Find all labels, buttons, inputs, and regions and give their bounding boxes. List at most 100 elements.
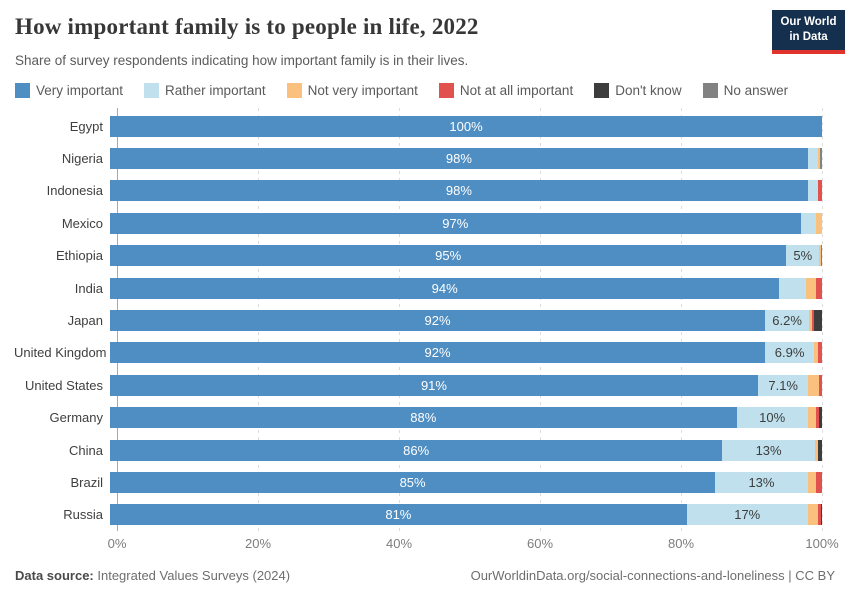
legend-label: Not at all important bbox=[459, 83, 574, 98]
bar-track: 100% bbox=[110, 115, 822, 137]
legend-item[interactable]: Rather important bbox=[144, 83, 266, 98]
country-label: China bbox=[69, 442, 103, 458]
x-tick-label: 0% bbox=[107, 536, 127, 552]
bar-segment[interactable]: 13% bbox=[715, 471, 808, 493]
bar-segment[interactable]: 98% bbox=[110, 148, 808, 170]
legend-item[interactable]: Not very important bbox=[286, 83, 418, 98]
bar-segment[interactable] bbox=[818, 342, 822, 364]
bar-value-label: 81% bbox=[385, 507, 412, 523]
bar-segment[interactable] bbox=[808, 374, 820, 396]
data-source-value: Integrated Values Surveys (2024) bbox=[93, 568, 291, 583]
bar-segment[interactable] bbox=[807, 180, 818, 202]
bar-segment[interactable]: 88% bbox=[110, 407, 737, 429]
bar-segment[interactable] bbox=[816, 277, 822, 299]
bar-value-label-secondary: 6.2% bbox=[772, 313, 802, 329]
bar-segment[interactable] bbox=[814, 310, 822, 332]
page-title: How important family is to people in lif… bbox=[15, 14, 479, 39]
x-tick-label: 80% bbox=[667, 536, 695, 552]
bar-segment[interactable]: 81% bbox=[110, 504, 687, 526]
bar-value-label: 98% bbox=[445, 183, 472, 199]
country-label: India bbox=[74, 280, 103, 296]
bar-segment[interactable] bbox=[814, 439, 819, 461]
bar-track: 88% 10% bbox=[110, 407, 822, 429]
bar-segment[interactable] bbox=[819, 407, 822, 429]
bar-segment[interactable]: 91% bbox=[110, 374, 758, 396]
bar-segment[interactable] bbox=[800, 212, 817, 234]
legend-swatch-icon bbox=[594, 83, 610, 98]
bar-track: 86% 13% bbox=[110, 439, 822, 461]
bar-segment[interactable] bbox=[807, 504, 818, 526]
bar-segment[interactable] bbox=[817, 504, 821, 526]
bar-value-label: 91% bbox=[420, 377, 447, 393]
bar-segment[interactable] bbox=[820, 504, 822, 526]
chart-row: United States 91% 7.1% bbox=[14, 369, 822, 401]
owid-logo[interactable]: Our World in Data bbox=[772, 10, 845, 54]
bar-segment[interactable]: 7.1% bbox=[757, 374, 809, 396]
legend-label: Not very important bbox=[307, 83, 418, 98]
bar-segment[interactable] bbox=[807, 148, 819, 170]
legend-swatch-icon bbox=[15, 83, 30, 98]
legend-swatch-icon bbox=[438, 83, 454, 98]
bar-segment[interactable] bbox=[807, 471, 817, 493]
legend-item[interactable]: Not at all important bbox=[438, 83, 574, 98]
bar-track: 92% 6.9% bbox=[110, 342, 822, 364]
bar-segment[interactable] bbox=[818, 148, 820, 170]
bar-value-label: 86% bbox=[403, 442, 430, 458]
country-label: United States bbox=[24, 377, 103, 393]
bar-segment[interactable] bbox=[819, 374, 822, 396]
bar-segment[interactable]: 100% bbox=[110, 115, 822, 137]
bar-segment[interactable]: 17% bbox=[686, 504, 808, 526]
x-tick-label: 100% bbox=[805, 536, 839, 552]
bar-value-label-secondary: 17% bbox=[734, 507, 761, 523]
bar-segment[interactable] bbox=[816, 407, 820, 429]
bar-segment[interactable] bbox=[814, 342, 819, 364]
bar-segment[interactable]: 10% bbox=[736, 407, 808, 429]
legend-item[interactable]: Don't know bbox=[594, 83, 682, 98]
bar-segment[interactable]: 6.2% bbox=[765, 310, 810, 332]
bar-segment[interactable] bbox=[805, 277, 817, 299]
bar-track: 85% 13% bbox=[110, 471, 822, 493]
bar-value-label: 92% bbox=[424, 345, 451, 361]
bar-segment[interactable] bbox=[809, 310, 813, 332]
bar-segment[interactable]: 95% bbox=[110, 245, 787, 267]
bar-segment[interactable]: 6.9% bbox=[765, 342, 815, 364]
legend-label: Very important bbox=[36, 83, 124, 98]
bar-segment[interactable] bbox=[817, 180, 822, 202]
bar-value-label-secondary: 7.1% bbox=[768, 377, 798, 393]
bar-segment[interactable] bbox=[818, 439, 822, 461]
bar-segment[interactable]: 98% bbox=[110, 180, 808, 202]
bar-value-label: 88% bbox=[410, 410, 437, 426]
bar-segment[interactable] bbox=[816, 212, 822, 234]
bar-segment[interactable] bbox=[779, 277, 806, 299]
bar-segment[interactable] bbox=[816, 471, 822, 493]
bar-segment[interactable]: 92% bbox=[110, 342, 766, 364]
bar-segment[interactable]: 13% bbox=[722, 439, 815, 461]
legend-item[interactable]: Very important bbox=[15, 83, 123, 98]
x-axis: 0% 20% 40% 60% 80% 100% bbox=[108, 534, 839, 556]
credit-link[interactable]: OurWorldinData.org/social-connections-an… bbox=[470, 568, 835, 583]
bar-segment[interactable] bbox=[819, 245, 821, 267]
chart-footer: Data source: Integrated Values Surveys (… bbox=[15, 568, 835, 583]
chart-row: Nigeria 98% bbox=[14, 142, 822, 174]
country-label: Mexico bbox=[61, 215, 103, 231]
bar-segment[interactable]: 97% bbox=[110, 212, 801, 234]
bar-segment[interactable] bbox=[812, 310, 815, 332]
gridline bbox=[822, 108, 823, 532]
bar-segment[interactable]: 5% bbox=[786, 245, 820, 267]
bar-segment[interactable]: 86% bbox=[110, 439, 723, 461]
legend-label: Don't know bbox=[615, 83, 682, 98]
data-source-label: Data source: bbox=[15, 568, 94, 583]
bar-segment[interactable]: 94% bbox=[110, 277, 780, 299]
bar-segment[interactable] bbox=[807, 407, 817, 429]
country-label: Nigeria bbox=[61, 151, 103, 167]
country-label: United Kingdom bbox=[14, 345, 107, 361]
bar-segment[interactable] bbox=[819, 148, 822, 170]
bar-segment[interactable]: 85% bbox=[110, 471, 716, 493]
chart-row: India 94% bbox=[14, 272, 822, 304]
bar-segment[interactable]: 92% bbox=[110, 310, 766, 332]
chart-row: Indonesia 98% bbox=[14, 175, 822, 207]
legend-item[interactable]: No answer bbox=[702, 83, 788, 98]
bar-segment[interactable] bbox=[820, 245, 822, 267]
country-label: Egypt bbox=[69, 118, 103, 134]
chart-subtitle: Share of survey respondents indicating h… bbox=[15, 53, 469, 68]
